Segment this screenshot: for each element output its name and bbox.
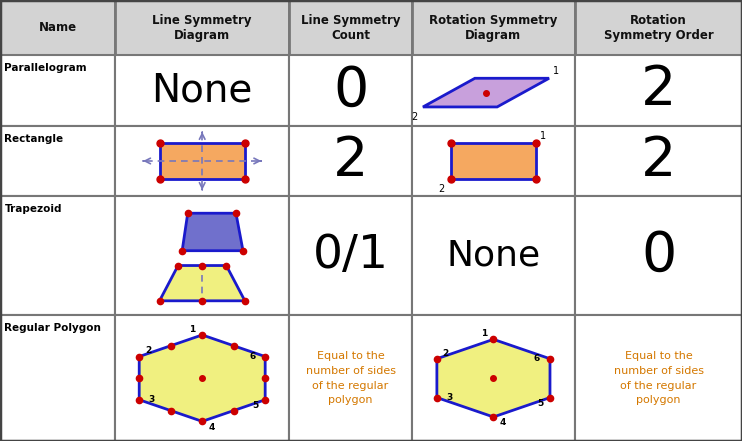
- Text: Parallelogram: Parallelogram: [4, 63, 87, 73]
- Bar: [575, 196, 742, 315]
- Bar: [289, 55, 412, 126]
- Bar: [289, 0, 412, 55]
- Bar: [575, 0, 742, 55]
- Text: 6: 6: [533, 354, 539, 363]
- Text: 1: 1: [481, 329, 487, 338]
- Bar: [451, 143, 536, 179]
- Text: 0: 0: [333, 64, 368, 117]
- Text: Trapezoid: Trapezoid: [4, 204, 62, 214]
- Text: Rotation Symmetry
Diagram: Rotation Symmetry Diagram: [429, 14, 558, 41]
- Text: 2: 2: [411, 112, 417, 122]
- Text: 4: 4: [209, 422, 215, 432]
- Bar: [412, 196, 575, 315]
- Bar: [412, 55, 575, 126]
- Text: 2: 2: [641, 134, 676, 188]
- Bar: [412, 0, 575, 55]
- Text: Regular Polygon: Regular Polygon: [4, 323, 102, 333]
- Text: 2: 2: [443, 348, 449, 358]
- Bar: [289, 196, 412, 315]
- Polygon shape: [423, 78, 549, 107]
- Text: Rectangle: Rectangle: [4, 134, 64, 144]
- Text: 3: 3: [148, 395, 154, 404]
- Text: None: None: [151, 71, 253, 109]
- Text: 2: 2: [145, 346, 151, 355]
- Polygon shape: [183, 213, 243, 250]
- Text: Equal to the
number of sides
of the regular
polygon: Equal to the number of sides of the regu…: [306, 351, 395, 405]
- Text: 1: 1: [189, 325, 196, 334]
- Text: Line Symmetry
Diagram: Line Symmetry Diagram: [152, 14, 252, 41]
- Bar: [115, 315, 289, 441]
- Bar: [115, 55, 289, 126]
- Text: 5: 5: [252, 401, 259, 410]
- Text: 4: 4: [500, 418, 506, 427]
- Bar: [0, 196, 115, 315]
- Bar: [0, 55, 115, 126]
- Text: 2: 2: [333, 134, 368, 188]
- Text: Equal to the
number of sides
of the regular
polygon: Equal to the number of sides of the regu…: [614, 351, 703, 405]
- Text: 0/1: 0/1: [312, 233, 389, 278]
- Text: 1: 1: [540, 131, 546, 141]
- Text: Line Symmetry
Count: Line Symmetry Count: [301, 14, 401, 41]
- Text: 1: 1: [553, 66, 559, 76]
- Text: 5: 5: [537, 399, 543, 408]
- Bar: [160, 143, 245, 179]
- Text: Name: Name: [39, 21, 76, 34]
- Bar: [412, 126, 575, 196]
- Bar: [575, 315, 742, 441]
- Bar: [0, 0, 115, 55]
- Text: 2: 2: [641, 64, 676, 117]
- Bar: [0, 126, 115, 196]
- Text: 6: 6: [249, 352, 256, 361]
- Bar: [115, 126, 289, 196]
- Polygon shape: [437, 340, 550, 417]
- Bar: [0, 315, 115, 441]
- Polygon shape: [160, 265, 245, 301]
- Bar: [575, 126, 742, 196]
- Text: 2: 2: [439, 184, 445, 194]
- Text: 0: 0: [641, 229, 676, 283]
- Bar: [575, 55, 742, 126]
- Bar: [289, 315, 412, 441]
- Bar: [289, 126, 412, 196]
- Bar: [115, 0, 289, 55]
- Bar: [412, 315, 575, 441]
- Polygon shape: [139, 335, 265, 422]
- Bar: [115, 196, 289, 315]
- Text: None: None: [447, 239, 540, 273]
- Text: 3: 3: [447, 393, 453, 402]
- Text: Rotation
Symmetry Order: Rotation Symmetry Order: [604, 14, 713, 41]
